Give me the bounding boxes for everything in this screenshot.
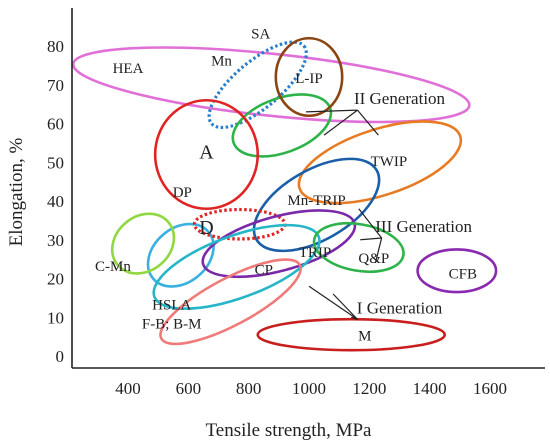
region-label: SA xyxy=(251,26,270,42)
region-label: CP xyxy=(255,263,273,279)
region-label: CFB xyxy=(449,267,477,283)
region-label: L-IP xyxy=(295,71,323,87)
y-tick-label: 60 xyxy=(47,115,64,134)
region-ellipse xyxy=(207,40,308,130)
axes xyxy=(71,8,545,369)
region-label: TRIP xyxy=(299,245,332,261)
annotation-pointer xyxy=(374,237,383,264)
y-tick-labels: 0 10 20 30 40 50 60 70 80 xyxy=(47,37,64,366)
region-ellipse xyxy=(297,120,463,205)
y-tick-label: 20 xyxy=(47,270,64,289)
y-tick-label: 0 xyxy=(56,347,65,366)
y-tick-label: 30 xyxy=(47,231,64,250)
x-tick-label: 1400 xyxy=(413,379,447,398)
y-axis-title: Elongation, % xyxy=(6,137,27,246)
y-tick-label: 80 xyxy=(47,37,64,56)
annotation-pointer xyxy=(357,109,379,136)
region-label: Mn xyxy=(211,53,232,69)
region-ellipse xyxy=(152,223,321,310)
annotation-pointer xyxy=(332,293,358,320)
region-ellipse xyxy=(274,36,344,118)
region-ellipse xyxy=(256,317,447,352)
y-tick-label: 10 xyxy=(47,308,64,327)
region-ellipse xyxy=(146,222,215,288)
annotation-pointer xyxy=(358,208,383,239)
generation-label: II Generation xyxy=(354,89,446,108)
generation-labels: II Generation III Generation I Generation xyxy=(354,89,473,317)
annotation-pointers xyxy=(305,109,383,320)
region-label: A xyxy=(199,141,214,163)
region-ellipse xyxy=(252,157,381,253)
region-label: Q&P xyxy=(358,251,389,267)
x-tick-label: 600 xyxy=(176,379,202,398)
region-labels: HEA Mn SA L-IP TWIP A Mn-TRIP DP D TRIP CP C-Mn HSLA… xyxy=(95,26,477,344)
region-label: Mn-TRIP xyxy=(287,193,345,209)
annotation-pointer xyxy=(308,285,358,320)
x-tick-labels: 400 600 800 1000 1200 1400 1600 xyxy=(115,379,507,398)
annotation-pointer xyxy=(351,316,358,320)
y-tick-label: 70 xyxy=(47,76,64,95)
region-ellipse xyxy=(71,46,471,124)
region-ellipse xyxy=(312,221,405,274)
region-label: C-Mn xyxy=(95,259,131,275)
region-label: HEA xyxy=(113,61,144,77)
x-tick-label: 800 xyxy=(236,379,262,398)
annotation-pointer xyxy=(360,237,382,241)
annotation-pointer xyxy=(305,109,358,113)
region-ellipse xyxy=(110,212,176,275)
generation-label: I Generation xyxy=(357,298,443,317)
y-tick-label: 40 xyxy=(47,192,64,211)
x-tick-label: 1600 xyxy=(473,379,507,398)
region-label: HSLA F-B; B-M xyxy=(142,298,202,333)
annotation-pointer xyxy=(323,109,358,136)
region-ellipse xyxy=(416,248,498,294)
x-tick-label: 1200 xyxy=(352,379,386,398)
region-label: TWIP xyxy=(371,154,408,170)
region-ellipse xyxy=(159,258,302,346)
region-ellipses xyxy=(71,36,498,352)
region-ellipse xyxy=(153,98,260,211)
y-tick-label: 50 xyxy=(47,153,64,172)
x-axis-title: Tensile strength, MPa xyxy=(206,420,373,441)
x-tick-label: 1000 xyxy=(292,379,326,398)
x-tick-label: 400 xyxy=(115,379,141,398)
region-label: M xyxy=(358,329,371,345)
region-label: DP xyxy=(173,185,192,201)
region-label: D xyxy=(199,217,213,239)
generation-label: III Generation xyxy=(375,217,472,236)
